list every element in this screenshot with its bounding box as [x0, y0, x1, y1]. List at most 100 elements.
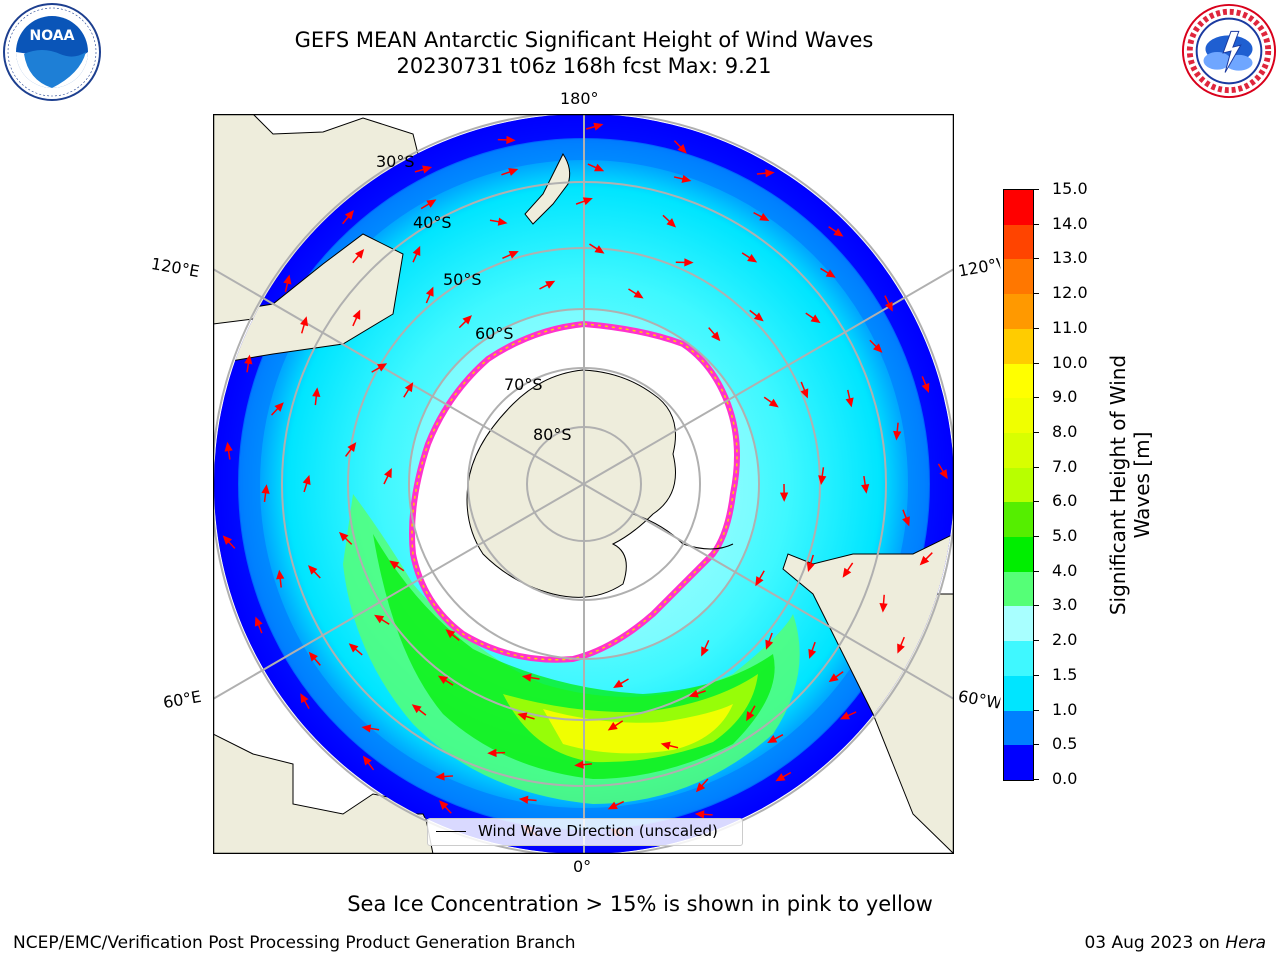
colorbar-segment [1004, 467, 1033, 503]
chart-subtitle: 20230731 t06z 168h fcst Max: 9.21 [396, 54, 772, 78]
colorbar-tick-label: 11.0 [1052, 317, 1088, 337]
svg-text:NOAA: NOAA [30, 28, 75, 44]
lon-label-0: 0° [573, 857, 592, 876]
wave-arrow-head [684, 258, 694, 267]
colorbar-tick-label: 9.0 [1052, 387, 1078, 407]
colorbar-tick-label: 4.0 [1052, 560, 1078, 580]
wave-arrow-head [775, 773, 786, 782]
legend-label: Wind Wave Direction (unscaled) [478, 822, 718, 840]
lat-label-30s: 30°S [376, 152, 415, 171]
wave-arrow-head [497, 217, 508, 226]
wave-arrow-head [302, 474, 311, 485]
wave-arrow-head [842, 567, 852, 578]
colorbar-tick-mark [1033, 431, 1039, 433]
wave-arrow-head [521, 673, 532, 682]
noaa-logo-icon: NOAA [3, 3, 101, 101]
wave-arrow-head [422, 165, 433, 174]
wave-arrow-head [939, 469, 948, 480]
wave-arrow-head [755, 576, 764, 587]
wave-arrow-head [681, 174, 692, 183]
wave-arrow-head [607, 722, 618, 731]
wave-arrow-head [518, 795, 529, 804]
wave-arrow-head [747, 254, 758, 263]
colorbar-tick-mark [1033, 744, 1039, 746]
wave-arrow-head [224, 441, 233, 452]
wave-arrow-head [362, 755, 372, 766]
colorbar-tick-mark [1033, 189, 1039, 190]
legend-line-swatch [436, 831, 466, 832]
wave-arrow-head [594, 245, 605, 254]
wave-arrow-head [828, 673, 839, 683]
wave-arrow-head [688, 689, 699, 698]
colorbar-tick-mark [1033, 397, 1039, 399]
lat-label-70s: 70°S [504, 375, 543, 394]
wave-arrow-head [404, 382, 414, 393]
wave-arrow-head [389, 560, 400, 570]
wave-arrow-head [274, 402, 284, 412]
colorbar-segment [1004, 640, 1033, 676]
colorbar-segment [1004, 571, 1033, 607]
wave-arrow-head [348, 643, 359, 653]
wave-arrow-head [439, 800, 449, 810]
colorbar-tick-mark [1033, 223, 1039, 225]
wave-arrow-head [767, 735, 778, 744]
wave-arrow-head [582, 197, 593, 206]
nws-logo-icon [1181, 3, 1277, 99]
colorbar-tick-mark [1033, 258, 1039, 260]
wave-arrow-head [825, 269, 836, 278]
colorbar-segment [1004, 397, 1033, 433]
chart-title: GEFS MEAN Antarctic Significant Height o… [294, 28, 874, 52]
colorbar-tick-label: 0.5 [1052, 734, 1078, 754]
wave-arrow-head [677, 144, 687, 154]
wave-arrow-head [276, 569, 285, 580]
wave-arrow-head [607, 801, 618, 810]
wave-arrow-head [508, 168, 519, 176]
wave-arrow-head [694, 810, 705, 819]
date-note: 03 Aug 2023 on Hera [1084, 933, 1266, 953]
producer-note: NCEP/EMC/Verification Post Processing Pr… [13, 933, 576, 953]
colorbar-tick-label: 13.0 [1052, 248, 1088, 268]
wave-arrow-head [445, 629, 456, 639]
wave-arrow-head [810, 314, 821, 324]
wave-arrow-head [384, 467, 392, 479]
colorbar-tick-mark [1033, 293, 1039, 295]
wave-arrow-head [839, 711, 851, 720]
wave-arrow-head [660, 741, 671, 750]
wave-arrow-head [312, 387, 321, 397]
wave-arrow-head [412, 245, 421, 257]
wave-arrow-head [283, 274, 292, 285]
wave-arrow-head [425, 286, 434, 297]
colorbar-tick-mark [1033, 466, 1039, 468]
wave-arrow-head [897, 643, 905, 654]
colorbar-tick-label: 10.0 [1052, 352, 1088, 372]
colorbar-segment [1004, 363, 1033, 399]
colorbar-segment [1004, 536, 1033, 572]
colorbar-segment [1004, 744, 1033, 780]
colorbar-segment [1004, 224, 1033, 260]
wave-arrow-head [701, 646, 709, 657]
colorbar-tick-label: 1.5 [1052, 664, 1078, 684]
wave-arrow-head [508, 251, 519, 259]
wave-direction-arrows [222, 122, 948, 838]
colorbar-segment [1004, 710, 1033, 746]
colorbar-tick-label: 12.0 [1052, 283, 1088, 303]
colorbar-tick-mark [1033, 709, 1039, 711]
colorbar-tick-mark [1033, 605, 1039, 607]
wave-arrow-head [919, 555, 930, 566]
wave-arrow-head [800, 388, 809, 399]
map-legend: Wind Wave Direction (unscaled) [427, 818, 743, 846]
wave-arrow-head [254, 616, 263, 627]
wave-arrow-head [768, 398, 779, 408]
wave-arrow-head [884, 301, 893, 312]
wave-arrow-head [487, 748, 497, 758]
wave-arrow-head [902, 516, 910, 527]
wave-arrow-head [873, 343, 883, 353]
lat-label-40s: 40°S [413, 213, 452, 232]
colorbar-tick-mark [1033, 640, 1039, 642]
wave-arrow-head [344, 210, 355, 220]
wave-arrow-head [594, 163, 605, 172]
colorbar-tick-mark [1033, 674, 1039, 676]
colorbar-tick-label: 6.0 [1052, 491, 1078, 511]
colorbar-tick-label: 7.0 [1052, 456, 1078, 476]
wave-arrow-head [806, 561, 815, 572]
